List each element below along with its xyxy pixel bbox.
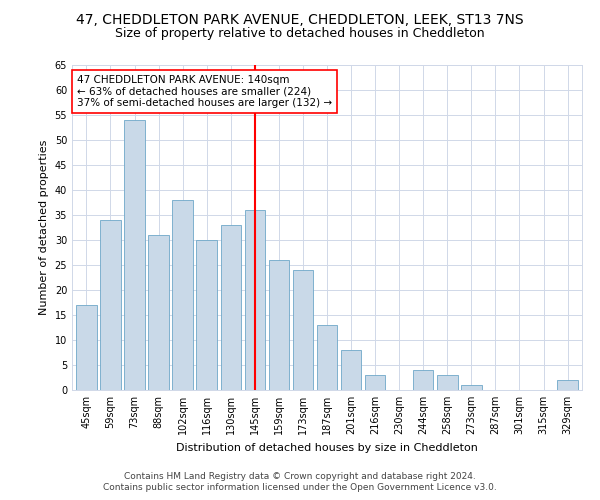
- Text: Contains public sector information licensed under the Open Government Licence v3: Contains public sector information licen…: [103, 484, 497, 492]
- Bar: [172, 200, 193, 390]
- Text: Contains HM Land Registry data © Crown copyright and database right 2024.: Contains HM Land Registry data © Crown c…: [124, 472, 476, 481]
- Bar: [365, 375, 385, 390]
- Bar: [437, 375, 458, 390]
- Bar: [461, 385, 482, 390]
- Bar: [245, 210, 265, 390]
- Bar: [76, 305, 97, 390]
- Bar: [100, 220, 121, 390]
- Bar: [413, 370, 433, 390]
- Y-axis label: Number of detached properties: Number of detached properties: [39, 140, 49, 315]
- Bar: [293, 270, 313, 390]
- Bar: [269, 260, 289, 390]
- Bar: [317, 325, 337, 390]
- Bar: [148, 235, 169, 390]
- Text: Size of property relative to detached houses in Cheddleton: Size of property relative to detached ho…: [115, 28, 485, 40]
- Bar: [124, 120, 145, 390]
- Bar: [557, 380, 578, 390]
- X-axis label: Distribution of detached houses by size in Cheddleton: Distribution of detached houses by size …: [176, 442, 478, 452]
- Bar: [341, 350, 361, 390]
- Text: 47 CHEDDLETON PARK AVENUE: 140sqm
← 63% of detached houses are smaller (224)
37%: 47 CHEDDLETON PARK AVENUE: 140sqm ← 63% …: [77, 74, 332, 108]
- Bar: [221, 225, 241, 390]
- Text: 47, CHEDDLETON PARK AVENUE, CHEDDLETON, LEEK, ST13 7NS: 47, CHEDDLETON PARK AVENUE, CHEDDLETON, …: [76, 12, 524, 26]
- Bar: [196, 240, 217, 390]
